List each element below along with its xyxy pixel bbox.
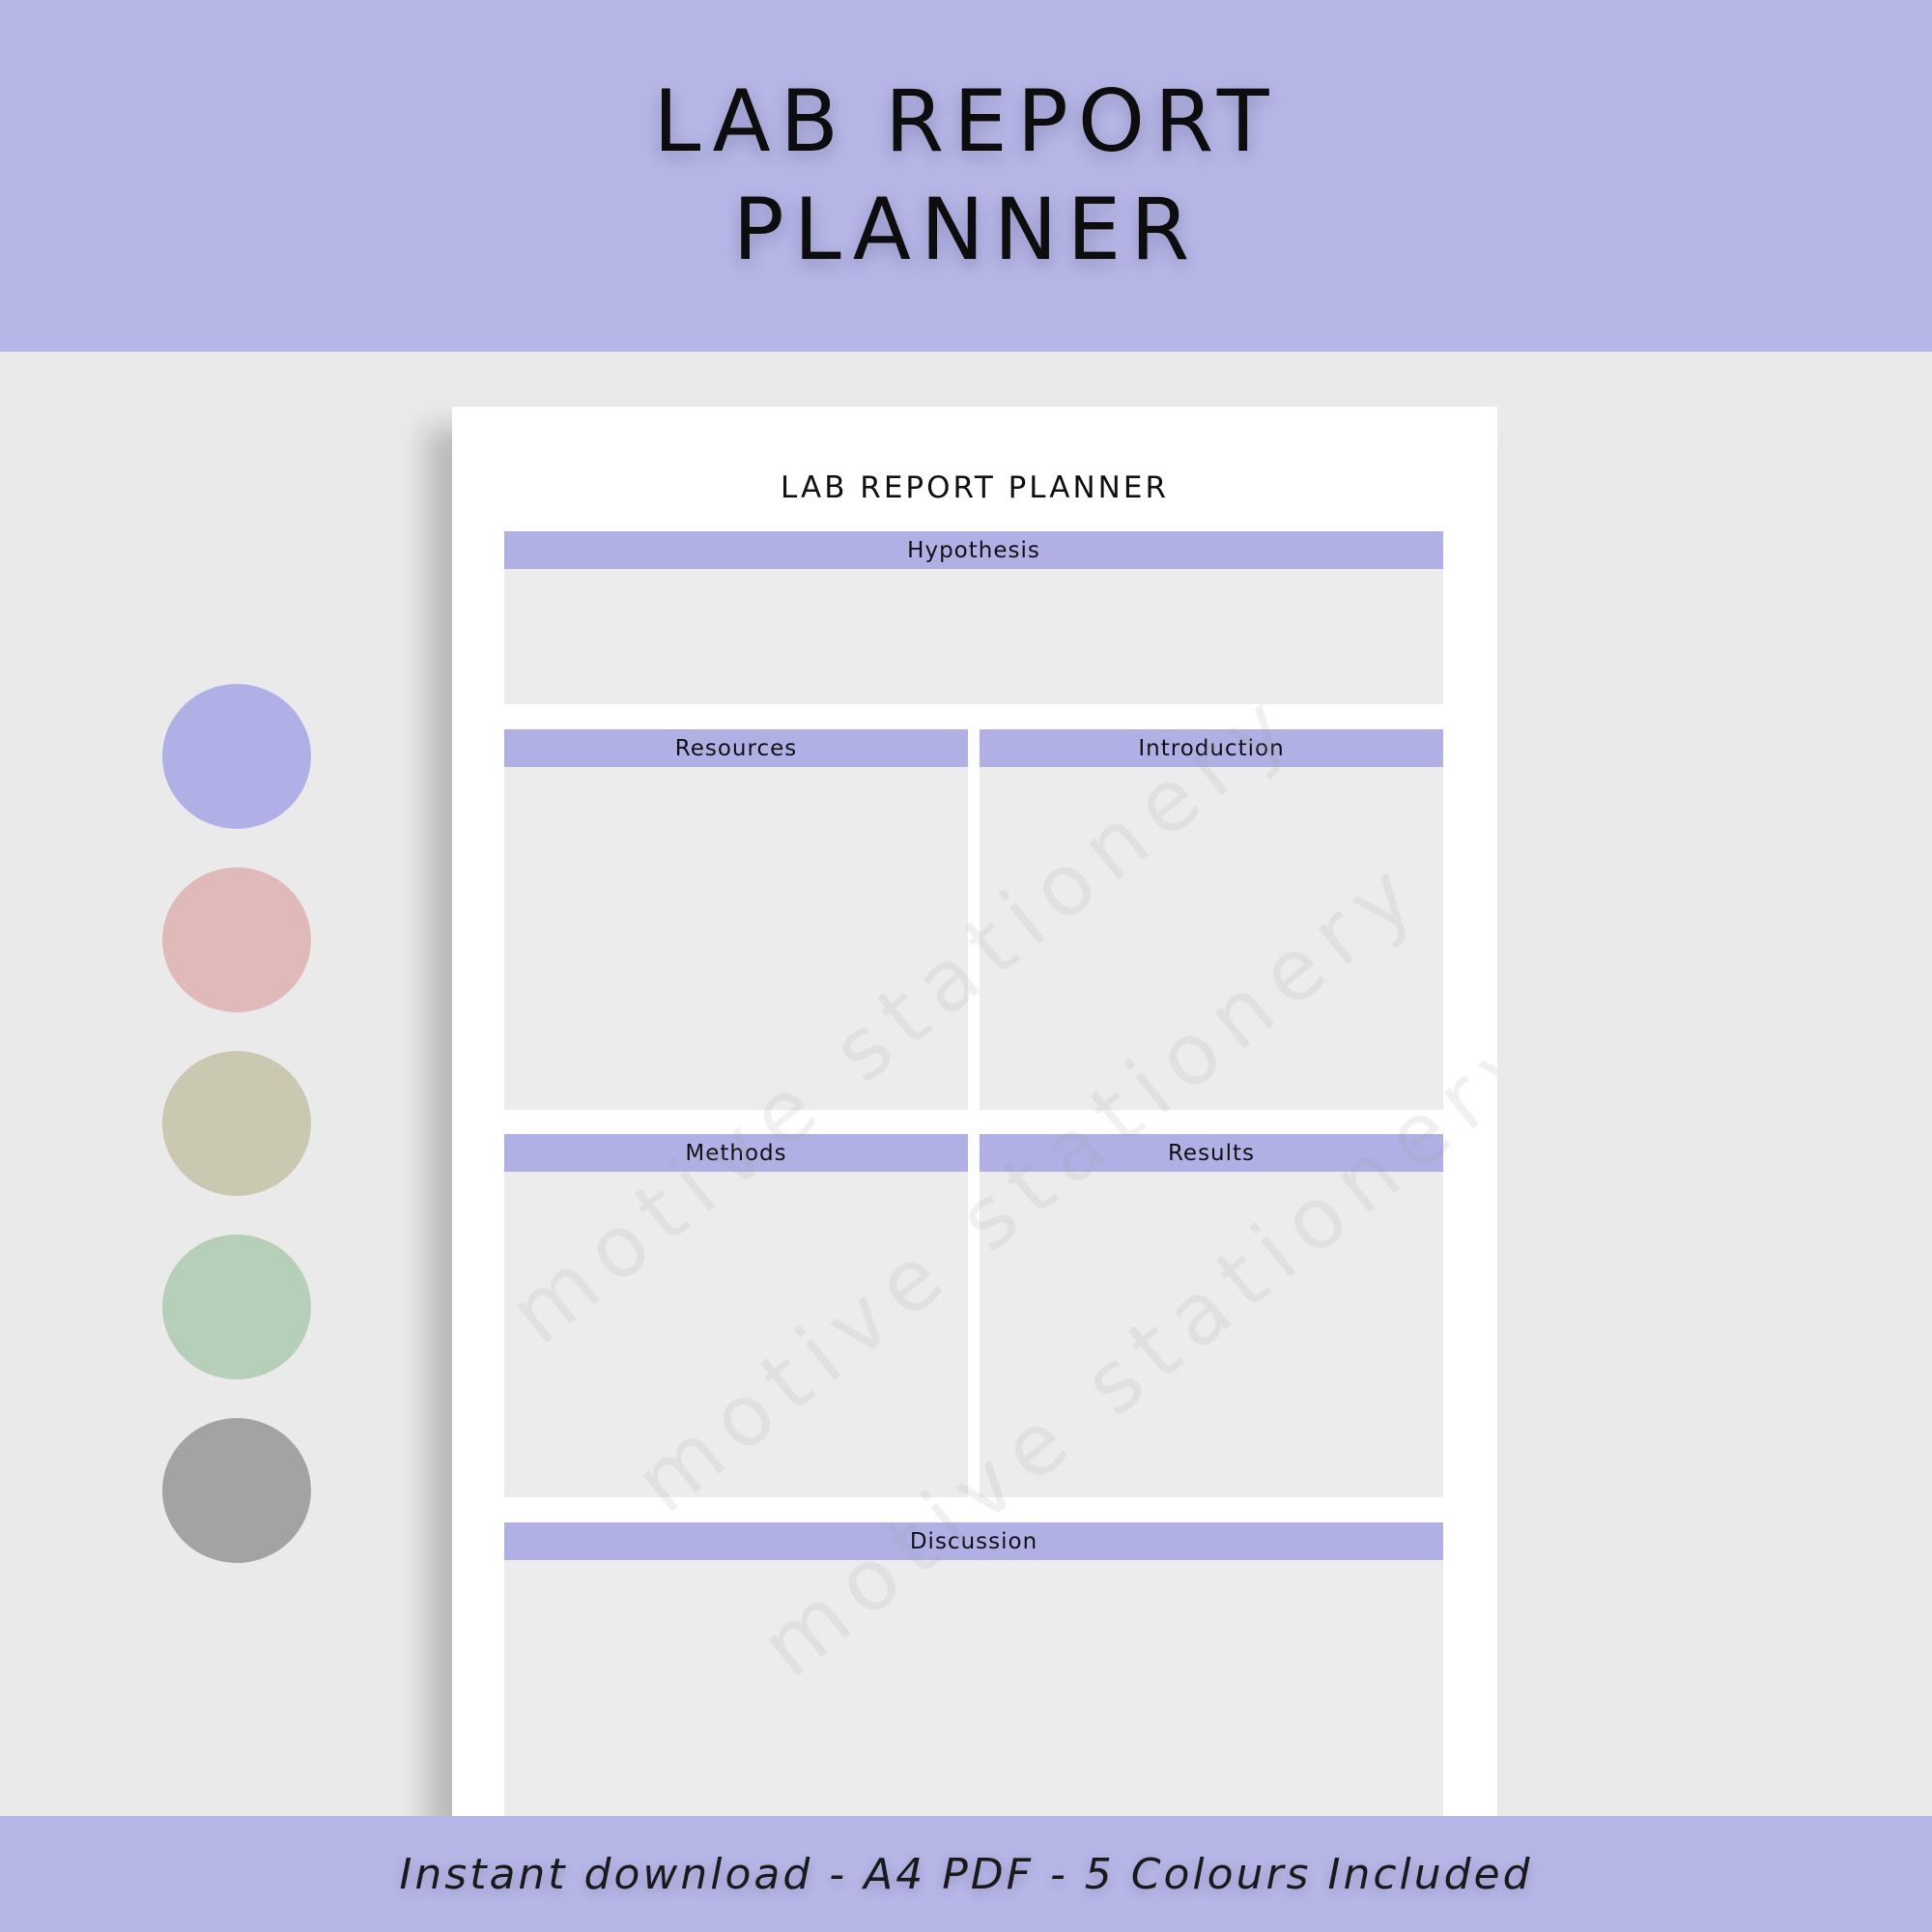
introduction-section: Introduction bbox=[980, 729, 1443, 1110]
resources-header: Resources bbox=[504, 729, 968, 767]
swatch-lavender bbox=[162, 684, 311, 829]
introduction-header: Introduction bbox=[980, 729, 1443, 767]
discussion-header: Discussion bbox=[504, 1522, 1443, 1560]
results-header: Results bbox=[980, 1134, 1443, 1172]
swatch-mint bbox=[162, 1235, 311, 1379]
hypothesis-section: Hypothesis bbox=[504, 531, 1443, 704]
product-title-line-1: LAB REPORT bbox=[653, 71, 1279, 171]
top-banner: LAB REPORT PLANNER bbox=[0, 0, 1932, 352]
methods-section: Methods bbox=[504, 1134, 968, 1497]
discussion-section: Discussion bbox=[504, 1522, 1443, 1817]
resources-section: Resources bbox=[504, 729, 968, 1110]
planner-title: LAB REPORT PLANNER bbox=[781, 470, 1169, 505]
product-tagline: Instant download - A4 PDF - 5 Colours In… bbox=[399, 1849, 1533, 1899]
results-section: Results bbox=[980, 1134, 1443, 1497]
bottom-banner: Instant download - A4 PDF - 5 Colours In… bbox=[0, 1816, 1932, 1932]
swatch-dusty-pink bbox=[162, 867, 311, 1012]
methods-header: Methods bbox=[504, 1134, 968, 1172]
planner-page-preview: LAB REPORT PLANNER Hypothesis Resources … bbox=[452, 407, 1497, 1817]
swatch-grey bbox=[162, 1418, 311, 1563]
product-title-line-2: PLANNER bbox=[732, 180, 1200, 279]
colour-swatches bbox=[162, 684, 311, 1602]
hypothesis-header: Hypothesis bbox=[504, 531, 1443, 569]
swatch-sage-beige bbox=[162, 1051, 311, 1196]
